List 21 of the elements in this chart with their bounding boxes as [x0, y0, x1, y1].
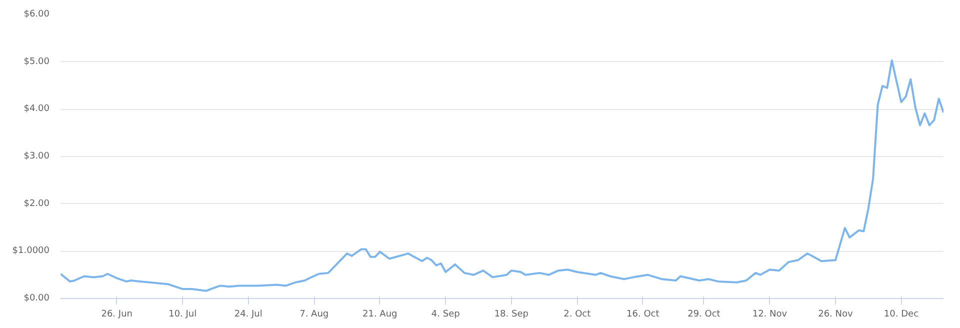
x-tick-label: 16. Oct — [626, 310, 660, 320]
line-series — [60, 59, 944, 292]
x-tick-label: 26. Jun — [101, 310, 132, 320]
x-tick-label: 24. Jul — [234, 310, 262, 320]
x-tick-label: 4. Sep — [431, 310, 460, 320]
y-tick-label: $5.00 — [24, 56, 50, 67]
x-tick-label: 2. Oct — [564, 310, 592, 320]
x-tick-label: 18. Sep — [494, 310, 529, 320]
y-tick-label: $3.00 — [24, 152, 50, 162]
y-tick-label: $1.0000 — [12, 246, 50, 256]
x-tick-label: 21. Aug — [362, 310, 398, 320]
x-tick-label: 10. Dec — [884, 310, 919, 320]
y-tick-label: $4.00 — [24, 104, 50, 114]
x-tick-label: 12. Nov — [752, 310, 788, 320]
x-tick-label: 26. Nov — [818, 310, 854, 320]
x-tick-label: 29. Oct — [688, 310, 721, 320]
y-tick-label: $6.00 — [24, 10, 50, 20]
x-tick-label: 7. Aug — [300, 310, 329, 320]
y-tick-label: $2.00 — [24, 198, 50, 209]
y-tick-label: $0.00 — [24, 294, 50, 304]
x-tick-label: 10. Jul — [168, 310, 197, 320]
